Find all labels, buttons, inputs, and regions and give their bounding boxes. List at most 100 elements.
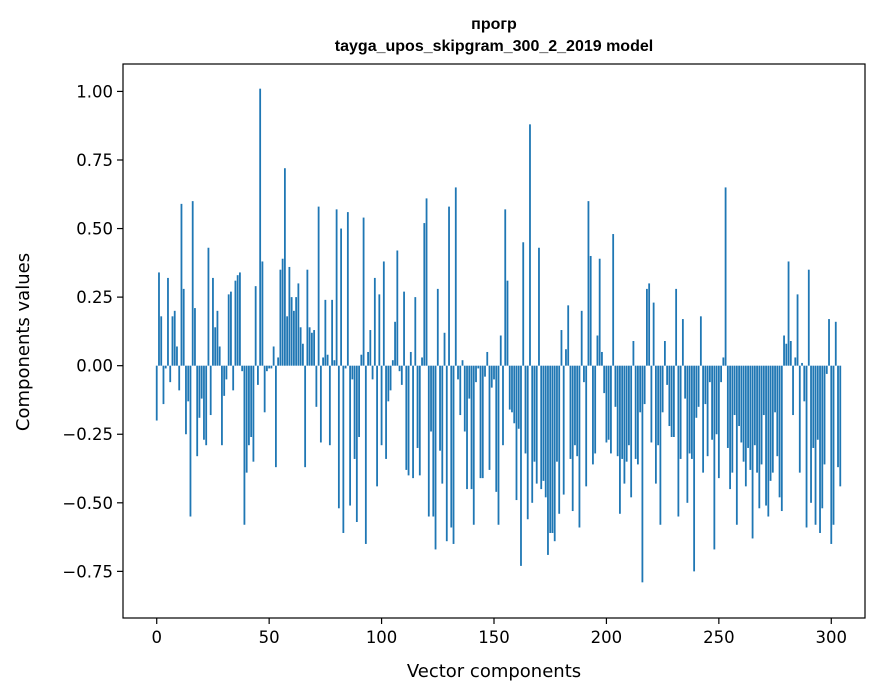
bar	[762, 365, 765, 416]
bar	[630, 365, 633, 498]
bar	[688, 365, 691, 454]
bar	[194, 308, 196, 366]
bar	[367, 351, 369, 366]
bar	[704, 365, 707, 405]
bar	[212, 277, 214, 366]
bar	[529, 124, 531, 366]
bar	[328, 365, 331, 446]
bar	[603, 365, 606, 394]
bar	[776, 365, 779, 457]
bar	[468, 365, 471, 399]
bar	[830, 365, 833, 544]
bar	[560, 330, 563, 366]
bar	[441, 365, 444, 484]
bar	[619, 365, 621, 514]
bar	[443, 332, 446, 366]
bar	[693, 365, 696, 572]
bar	[209, 365, 212, 416]
bar	[317, 206, 320, 366]
bar	[335, 209, 338, 366]
bar	[571, 365, 574, 512]
bar	[275, 365, 277, 468]
bar	[257, 365, 259, 385]
bar	[594, 365, 597, 454]
x-tick-label: 0	[151, 628, 162, 647]
bar	[281, 258, 284, 366]
bar	[578, 365, 581, 528]
bar	[616, 365, 619, 457]
bar	[677, 365, 680, 517]
bar	[632, 341, 635, 366]
bar	[522, 242, 525, 366]
bar	[794, 357, 797, 366]
bar	[396, 250, 399, 366]
bar	[283, 168, 286, 366]
bar	[839, 365, 842, 487]
bar	[488, 365, 491, 470]
bar	[726, 365, 729, 448]
bar	[767, 365, 770, 517]
bar	[484, 365, 486, 377]
bar	[218, 346, 221, 366]
bar	[353, 365, 356, 459]
bar	[369, 330, 372, 366]
y-tick-label: 0.00	[76, 357, 113, 376]
bar	[535, 365, 538, 484]
bar	[324, 299, 327, 366]
bar	[643, 365, 646, 405]
bar	[623, 365, 626, 484]
bar	[598, 258, 601, 366]
bar	[783, 335, 785, 366]
bar	[690, 365, 693, 459]
bar	[778, 365, 781, 498]
bar	[382, 261, 385, 366]
bar	[753, 365, 756, 446]
bar	[270, 365, 273, 369]
bar	[248, 365, 250, 446]
x-axis-ticks: 0 50 100 150 200 250 300	[151, 618, 847, 647]
bar	[657, 365, 660, 446]
bar	[821, 365, 824, 509]
bar	[304, 365, 307, 468]
bar	[796, 294, 799, 366]
bar	[697, 365, 700, 407]
bar	[513, 365, 516, 424]
bar	[290, 297, 293, 366]
bar	[834, 321, 837, 366]
bar	[517, 365, 520, 429]
bar	[203, 365, 205, 440]
bar	[385, 365, 387, 459]
bar	[207, 247, 210, 366]
bar	[565, 349, 567, 366]
y-tick-label: −0.25	[62, 425, 113, 444]
bar	[497, 365, 500, 525]
bar	[254, 286, 257, 366]
x-axis-label: Vector components	[407, 661, 581, 682]
bar	[663, 341, 666, 366]
bar	[789, 341, 792, 366]
bar	[607, 365, 610, 440]
bar	[628, 365, 630, 446]
x-tick-label: 250	[703, 628, 735, 647]
x-tick-label: 200	[591, 628, 623, 647]
bar	[511, 365, 513, 413]
bar	[654, 365, 657, 484]
bar	[801, 362, 803, 366]
chart-title: прогр	[471, 16, 517, 33]
bar	[358, 365, 360, 437]
bar	[306, 269, 309, 366]
bar	[434, 365, 437, 550]
bar	[232, 365, 235, 391]
bar	[551, 365, 554, 533]
bar	[164, 365, 167, 369]
x-tick-label: 100	[366, 628, 398, 647]
bar	[196, 365, 199, 457]
bar	[538, 247, 540, 366]
y-tick-label: 0.75	[76, 151, 113, 170]
bar	[479, 365, 482, 479]
bar	[225, 365, 228, 380]
bar	[463, 365, 466, 432]
bar	[715, 365, 718, 435]
bar	[621, 365, 624, 459]
